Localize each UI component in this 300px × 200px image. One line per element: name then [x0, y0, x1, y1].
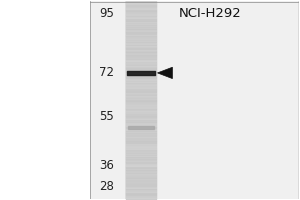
Text: 95: 95 — [99, 7, 114, 20]
Text: 72: 72 — [99, 66, 114, 79]
FancyBboxPatch shape — [90, 1, 299, 199]
Text: 28: 28 — [99, 180, 114, 193]
Polygon shape — [158, 67, 172, 79]
Text: NCI-H292: NCI-H292 — [178, 7, 241, 20]
FancyBboxPatch shape — [126, 1, 156, 199]
Text: 55: 55 — [99, 110, 114, 123]
Text: 36: 36 — [99, 159, 114, 172]
